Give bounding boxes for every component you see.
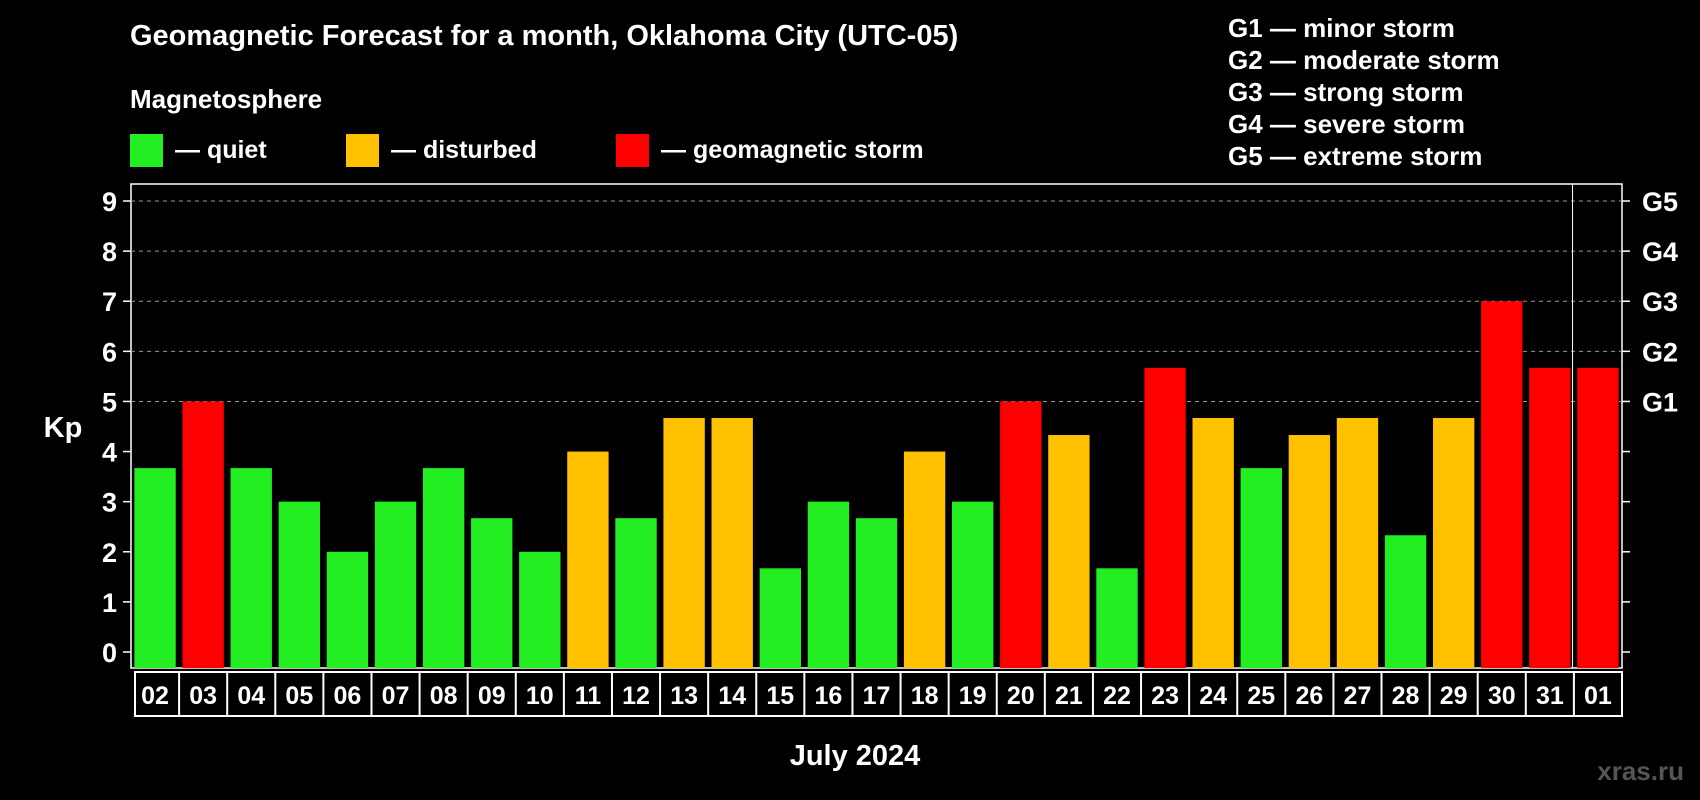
x-tick-label: 26: [1295, 682, 1323, 710]
x-tick-label: 04: [237, 682, 265, 710]
x-axis-label: July 2024: [790, 740, 921, 772]
y-tick-label: 1: [102, 588, 117, 618]
bar-04: [230, 468, 272, 668]
x-tick-label: 25: [1247, 682, 1275, 710]
legend-swatch-disturbed: [346, 134, 379, 167]
bar-27: [1336, 417, 1379, 668]
bar-09: [471, 518, 513, 668]
g-scale-label: G2: [1642, 337, 1678, 367]
bar-03: [182, 401, 224, 668]
chart-title: Geomagnetic Forecast for a month, Oklaho…: [130, 20, 959, 52]
x-tick-label: 03: [189, 682, 217, 710]
x-tick-label: 23: [1151, 682, 1179, 710]
legend-label-storm: — geomagnetic storm: [661, 136, 924, 164]
x-tick-label: 15: [766, 682, 794, 710]
x-tick-label: 29: [1440, 682, 1468, 710]
bar-07: [374, 501, 417, 668]
bar-16: [807, 501, 850, 668]
x-tick-label: 10: [526, 682, 554, 710]
g-scale-label: G1: [1642, 387, 1678, 417]
g-scale-label: G5: [1642, 187, 1678, 217]
bar-26: [1288, 435, 1331, 668]
bar-02: [134, 468, 176, 668]
x-tick-label: 14: [718, 682, 746, 710]
storm-scale-g3: G3 — strong storm: [1228, 77, 1464, 107]
bar-23: [1144, 367, 1186, 668]
storm-scale-g1: G1 — minor storm: [1228, 13, 1455, 43]
x-tick-label: 09: [478, 682, 506, 710]
x-tick-label: 16: [814, 682, 842, 710]
x-tick-label: 12: [622, 682, 650, 710]
bar-28: [1384, 535, 1427, 668]
storm-scale-g5: G5 — extreme storm: [1228, 141, 1483, 171]
legend-item-storm: — geomagnetic storm: [616, 134, 924, 167]
bar-08: [422, 468, 465, 668]
bar-24: [1192, 417, 1234, 668]
x-tick-label: 22: [1103, 682, 1131, 710]
y-axis-label: Kp: [44, 412, 83, 444]
y-tick-label: 2: [102, 538, 117, 568]
y-tick-label: 3: [102, 488, 117, 518]
watermark: xras.ru: [1597, 756, 1684, 786]
y-tick-label: 4: [102, 438, 117, 468]
x-tick-label: 19: [959, 682, 987, 710]
legend-swatch-quiet: [130, 134, 163, 167]
y-tick-label: 9: [102, 187, 117, 217]
x-tick-label: 28: [1392, 682, 1420, 710]
storm-scale-g4: G4 — severe storm: [1228, 109, 1466, 139]
x-tick-label: 20: [1007, 682, 1035, 710]
bar-31: [1529, 367, 1571, 668]
x-tick-label: 21: [1055, 682, 1083, 710]
bar-01: [1577, 367, 1619, 668]
legend-label-quiet: — quiet: [175, 136, 267, 164]
x-tick-label: 24: [1199, 682, 1227, 710]
bar-05: [278, 501, 321, 668]
bar-15: [759, 568, 801, 668]
y-tick-label: 5: [102, 387, 117, 417]
x-tick-label: 17: [863, 682, 891, 710]
x-tick-label: 02: [141, 682, 169, 710]
bar-14: [711, 417, 753, 668]
bar-20: [1000, 401, 1042, 668]
x-tick-label: 01: [1584, 682, 1612, 710]
y-tick-label: 8: [102, 237, 117, 267]
legend-swatch-storm: [616, 134, 649, 167]
legend-title: Magnetosphere: [130, 84, 323, 114]
bar-19: [952, 501, 994, 668]
x-tick-label: 08: [430, 682, 458, 710]
x-tick-label: 07: [382, 682, 410, 710]
storm-scale-g2: G2 — moderate storm: [1228, 45, 1500, 75]
y-tick-label: 7: [102, 287, 117, 317]
legend-item-quiet: — quiet: [130, 134, 267, 167]
x-tick-label: 05: [285, 682, 313, 710]
x-tick-label: 13: [670, 682, 698, 710]
x-tick-label: 06: [334, 682, 362, 710]
x-tick-label: 30: [1488, 682, 1516, 710]
bar-12: [615, 518, 657, 668]
x-tick-label: 27: [1344, 682, 1372, 710]
storm-scale-legend: G1 — minor storm G2 — moderate storm G3 …: [1228, 12, 1500, 172]
bar-11: [567, 451, 609, 668]
bar-22: [1096, 568, 1138, 668]
bar-17: [855, 518, 898, 668]
x-tick-label: 31: [1536, 682, 1564, 710]
bar-13: [663, 417, 705, 668]
category-axis-box: [134, 671, 1623, 717]
g-scale-label: G3: [1642, 287, 1678, 317]
y-tick-label: 6: [102, 337, 117, 367]
x-tick-label: 11: [575, 682, 602, 710]
bar-30: [1481, 301, 1523, 668]
bar-10: [519, 551, 561, 668]
bar-18: [903, 451, 946, 668]
bar-25: [1240, 468, 1282, 668]
legend-item-disturbed: — disturbed: [346, 134, 537, 167]
bar-29: [1432, 417, 1475, 668]
legend-label-disturbed: — disturbed: [391, 136, 537, 164]
bar-06: [326, 551, 369, 668]
bar-21: [1048, 435, 1090, 668]
y-tick-label: 0: [102, 638, 117, 668]
x-tick-label: 18: [911, 682, 939, 710]
g-scale-label: G4: [1642, 237, 1678, 267]
